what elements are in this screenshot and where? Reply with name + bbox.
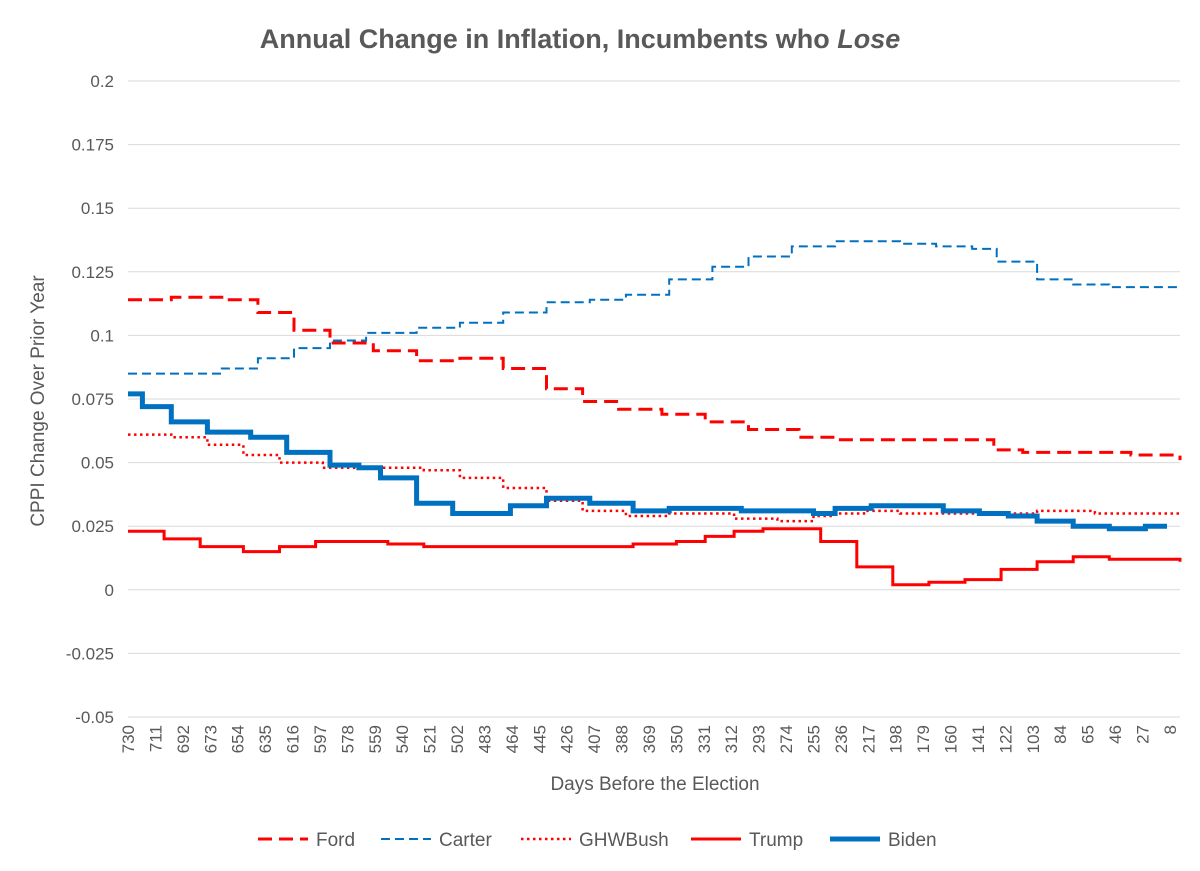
y-tick-label: 0.1 — [90, 326, 114, 345]
gridlines — [128, 80, 1180, 718]
x-tick-label: 540 — [393, 725, 412, 753]
x-tick-label: 426 — [558, 725, 577, 753]
x-tick-label: 84 — [1051, 725, 1070, 744]
legend-label-ghwbush: GHWBush — [579, 830, 669, 851]
x-tick-label: 692 — [174, 725, 193, 753]
y-axis-tick-labels: -0.05 -0.025 0 0.025 0.05 0.075 0.1 0.125 0.15 0.… — [66, 72, 114, 727]
series-line-ford — [128, 295, 1182, 461]
x-axis-title: Days Before the Election — [550, 774, 759, 795]
x-tick-label: 673 — [201, 725, 220, 753]
x-tick-label: 578 — [338, 725, 357, 753]
x-tick-label: 8 — [1161, 725, 1180, 734]
x-tick-label: 559 — [366, 725, 385, 753]
y-tick-label: 0.2 — [90, 72, 114, 91]
legend-label-carter: Carter — [439, 830, 492, 851]
x-tick-label: 483 — [475, 725, 494, 753]
x-tick-label: 122 — [996, 725, 1015, 753]
series-line-ghwbush — [128, 433, 1180, 523]
x-tick-label: 711 — [146, 725, 165, 752]
y-tick-label: 0.175 — [71, 136, 114, 155]
legend-label-trump: Trump — [749, 830, 803, 851]
y-tick-label: 0.125 — [71, 263, 114, 282]
x-tick-label: 654 — [229, 725, 248, 753]
y-tick-label: -0.05 — [75, 708, 114, 727]
x-tick-label: 445 — [530, 725, 549, 753]
x-tick-label: 293 — [750, 725, 769, 753]
x-tick-label: 312 — [722, 725, 741, 753]
y-tick-label: 0 — [105, 581, 114, 600]
x-tick-label: 274 — [777, 725, 796, 753]
y-tick-label: 0.15 — [81, 199, 114, 218]
y-tick-label: 0.075 — [71, 390, 114, 409]
y-tick-label: 0.025 — [71, 517, 114, 536]
x-tick-label: 198 — [887, 725, 906, 753]
x-tick-label: 179 — [914, 725, 933, 753]
legend-label-biden: Biden — [888, 830, 937, 851]
x-tick-label: 407 — [585, 725, 604, 753]
x-tick-label: 160 — [942, 725, 961, 753]
x-tick-label: 217 — [859, 725, 878, 753]
series-line-trump — [128, 527, 1182, 587]
x-tick-label: 464 — [503, 725, 522, 753]
y-tick-label: -0.025 — [66, 644, 114, 663]
x-tick-label: 46 — [1106, 725, 1125, 744]
x-tick-label: 350 — [667, 725, 686, 753]
x-tick-label: 616 — [284, 725, 303, 753]
x-tick-label: 141 — [969, 725, 988, 753]
series-lines — [128, 240, 1182, 587]
x-tick-label: 597 — [311, 725, 330, 753]
chart-title: Annual Change in Inflation, Incumbents w… — [260, 24, 901, 54]
x-tick-label: 369 — [640, 725, 659, 753]
chart-title-emphasis: Lose — [837, 24, 900, 54]
x-tick-label: 521 — [421, 725, 440, 753]
series-line-biden — [128, 391, 1167, 532]
x-tick-label: 255 — [804, 725, 823, 753]
legend: Ford Carter GHWBush Trump Biden — [258, 830, 937, 851]
x-tick-label: 103 — [1024, 725, 1043, 753]
x-tick-label: 331 — [695, 725, 714, 753]
x-tick-label: 65 — [1079, 725, 1098, 744]
y-tick-label: 0.05 — [81, 454, 114, 473]
x-tick-label: 236 — [832, 725, 851, 753]
chart-title-main: Annual Change in Inflation, Incumbents w… — [260, 24, 838, 54]
x-tick-label: 635 — [256, 725, 275, 753]
x-tick-label: 388 — [613, 725, 632, 753]
x-tick-label: 730 — [119, 725, 138, 753]
x-axis-tick-labels: 730 711 692 673 654 635 616 597 578 559 540 521 502 4… — [119, 725, 1180, 753]
legend-label-ford: Ford — [316, 830, 355, 851]
series-line-carter — [128, 240, 1180, 375]
x-tick-label: 27 — [1133, 725, 1152, 744]
x-tick-label: 502 — [448, 725, 467, 753]
y-axis-title: CPPI Change Over Prior Year — [28, 275, 49, 527]
